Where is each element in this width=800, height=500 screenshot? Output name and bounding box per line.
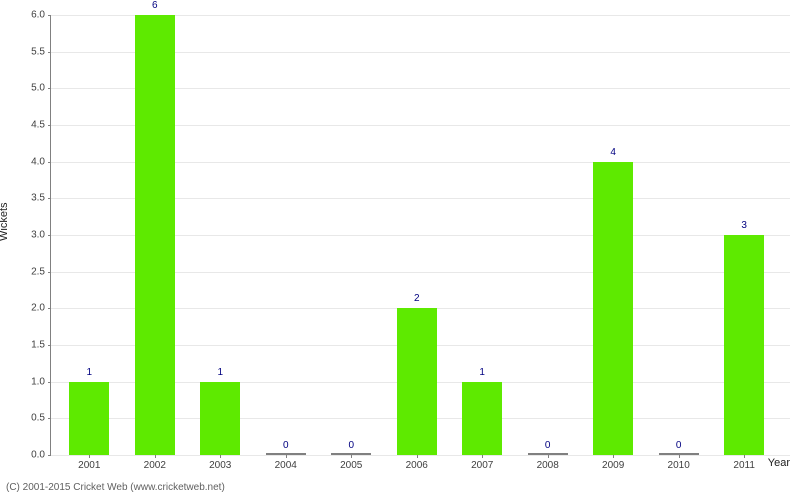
value-label: 0 bbox=[545, 440, 551, 451]
x-tick-label: 2006 bbox=[406, 460, 428, 471]
value-label: 0 bbox=[283, 440, 289, 451]
x-tick-label: 2005 bbox=[340, 460, 362, 471]
value-label: 1 bbox=[479, 367, 485, 378]
y-tick-label: 0.5 bbox=[17, 413, 45, 424]
x-tick-label: 2011 bbox=[733, 460, 755, 471]
y-tick-label: 0.0 bbox=[17, 450, 45, 461]
y-tick-mark bbox=[48, 235, 51, 236]
y-tick-mark bbox=[48, 272, 51, 273]
bar bbox=[200, 382, 240, 455]
x-tick-label: 2002 bbox=[144, 460, 166, 471]
y-tick-label: 1.5 bbox=[17, 340, 45, 351]
copyright-text: (C) 2001-2015 Cricket Web (www.cricketwe… bbox=[6, 482, 225, 493]
bar bbox=[593, 162, 633, 455]
plot-area bbox=[50, 15, 790, 456]
x-tick-label: 2010 bbox=[668, 460, 690, 471]
y-tick-mark bbox=[48, 125, 51, 126]
x-tick-mark bbox=[286, 455, 287, 458]
y-tick-mark bbox=[48, 455, 51, 456]
x-tick-mark bbox=[220, 455, 221, 458]
y-axis-label: Wickets bbox=[0, 203, 10, 242]
y-tick-label: 1.0 bbox=[17, 376, 45, 387]
y-tick-label: 4.0 bbox=[17, 156, 45, 167]
y-tick-mark bbox=[48, 52, 51, 53]
value-label: 1 bbox=[87, 367, 93, 378]
y-tick-mark bbox=[48, 15, 51, 16]
x-tick-label: 2001 bbox=[78, 460, 100, 471]
x-tick-mark bbox=[613, 455, 614, 458]
value-label: 6 bbox=[152, 0, 158, 11]
y-tick-label: 5.5 bbox=[17, 46, 45, 57]
y-tick-mark bbox=[48, 88, 51, 89]
x-tick-label: 2008 bbox=[537, 460, 559, 471]
bar bbox=[724, 235, 764, 455]
x-tick-mark bbox=[679, 455, 680, 458]
y-tick-label: 2.0 bbox=[17, 303, 45, 314]
bar bbox=[135, 15, 175, 455]
x-tick-mark bbox=[89, 455, 90, 458]
y-tick-mark bbox=[48, 308, 51, 309]
y-tick-label: 5.0 bbox=[17, 83, 45, 94]
y-tick-mark bbox=[48, 345, 51, 346]
y-tick-mark bbox=[48, 382, 51, 383]
y-tick-mark bbox=[48, 198, 51, 199]
x-tick-mark bbox=[548, 455, 549, 458]
value-label: 3 bbox=[741, 220, 747, 231]
value-label: 4 bbox=[610, 147, 616, 158]
value-label: 2 bbox=[414, 293, 420, 304]
x-tick-label: 2004 bbox=[275, 460, 297, 471]
x-tick-mark bbox=[744, 455, 745, 458]
bar bbox=[397, 308, 437, 455]
x-tick-mark bbox=[417, 455, 418, 458]
y-tick-label: 3.0 bbox=[17, 230, 45, 241]
y-tick-label: 4.5 bbox=[17, 120, 45, 131]
y-tick-mark bbox=[48, 162, 51, 163]
value-label: 0 bbox=[348, 440, 354, 451]
y-tick-mark bbox=[48, 418, 51, 419]
bar bbox=[69, 382, 109, 455]
x-tick-mark bbox=[482, 455, 483, 458]
x-tick-label: 2003 bbox=[209, 460, 231, 471]
x-tick-label: 2007 bbox=[471, 460, 493, 471]
x-axis-label: Year bbox=[768, 457, 790, 469]
x-tick-mark bbox=[351, 455, 352, 458]
bar bbox=[462, 382, 502, 455]
y-tick-label: 2.5 bbox=[17, 266, 45, 277]
y-tick-label: 3.5 bbox=[17, 193, 45, 204]
y-tick-label: 6.0 bbox=[17, 10, 45, 21]
value-label: 0 bbox=[676, 440, 682, 451]
x-tick-mark bbox=[155, 455, 156, 458]
value-label: 1 bbox=[217, 367, 223, 378]
chart-container: Wickets Year (C) 2001-2015 Cricket Web (… bbox=[0, 0, 800, 500]
x-tick-label: 2009 bbox=[602, 460, 624, 471]
